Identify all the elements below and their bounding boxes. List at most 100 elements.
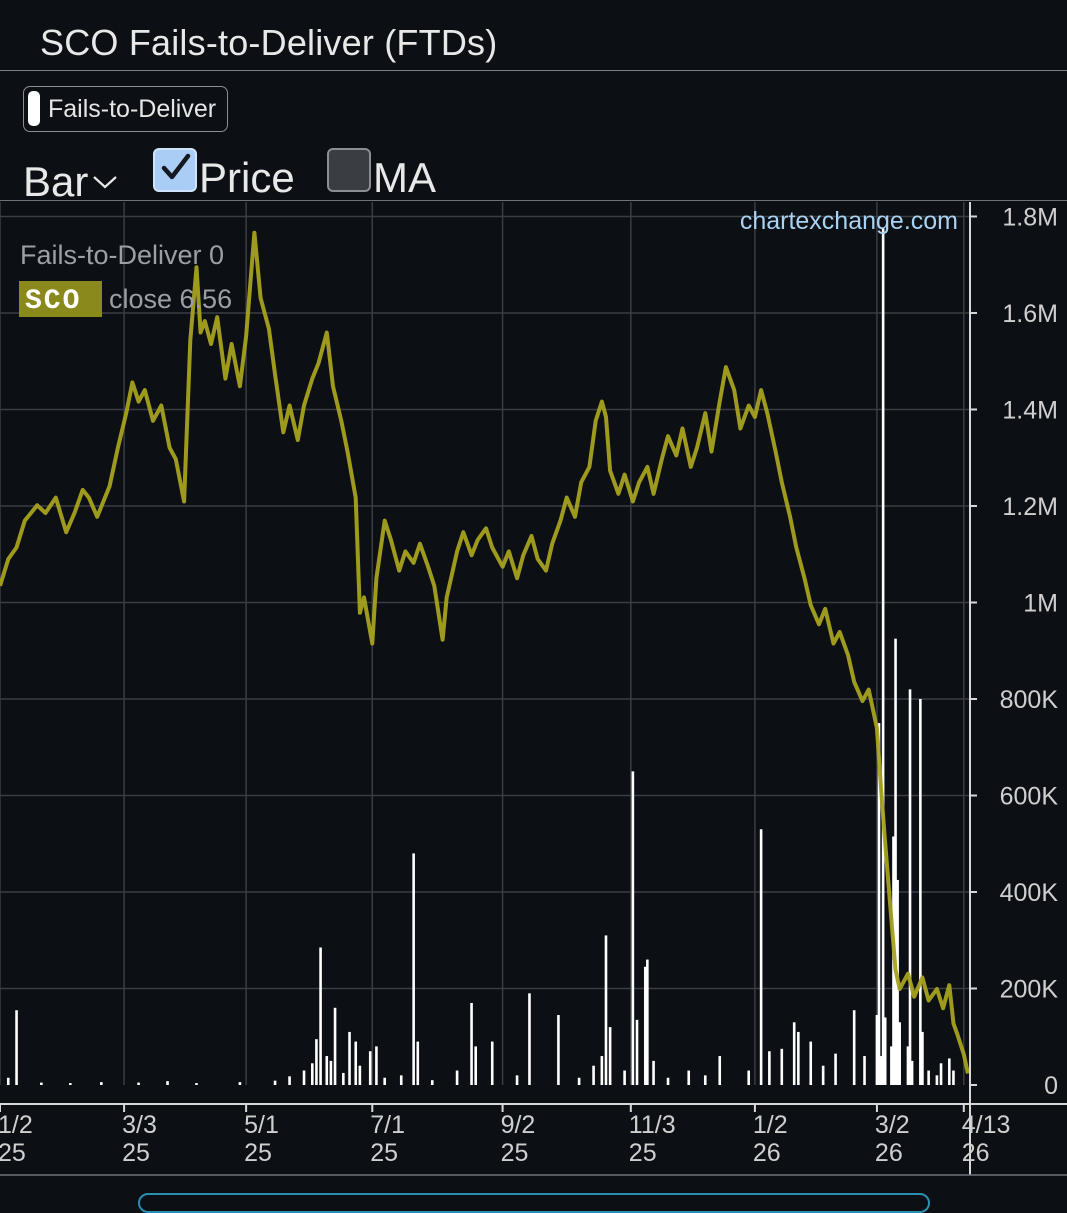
price-checkbox-label[interactable]: Price <box>199 154 295 201</box>
ftd-bars <box>6 228 955 1085</box>
bottom-scroll-indicator[interactable] <box>138 1193 930 1213</box>
ftd-bar <box>952 1070 955 1085</box>
y-tick-label: 1.6M <box>1002 300 1058 328</box>
ftd-bar <box>288 1076 291 1085</box>
ftd-bar <box>368 1051 372 1085</box>
ftd-bar <box>470 1002 473 1085</box>
ftd-bar <box>325 1056 329 1085</box>
ftd-bar <box>354 1041 358 1085</box>
ftd-bar <box>906 1046 910 1085</box>
price-checkbox[interactable] <box>153 148 197 192</box>
ftd-bar <box>890 1046 893 1085</box>
x-tick-label: 1/2 <box>753 1111 788 1139</box>
x-tick-label: 3/3 <box>122 1111 157 1139</box>
ftd-bar <box>238 1082 242 1085</box>
ftd-bar <box>15 1010 18 1085</box>
y-tick-label: 1.2M <box>1002 493 1058 521</box>
y-tick-label: 800K <box>1000 686 1059 714</box>
ftd-bar <box>863 1056 866 1085</box>
x-tick-label-year: 25 <box>370 1139 398 1167</box>
fails-to-deliver-series-toggle[interactable]: Fails-to-Deliver <box>23 86 228 132</box>
x-tick-label-year: 26 <box>753 1139 781 1167</box>
ftd-bar <box>195 1083 198 1085</box>
ma-checkbox-label[interactable]: MA <box>373 154 436 201</box>
ftd-bar <box>935 1075 939 1085</box>
ftd-bar <box>515 1075 519 1085</box>
ftd-bar <box>100 1082 103 1085</box>
x-tick-label-year: 25 <box>0 1139 26 1167</box>
ftd-bar <box>592 1065 595 1085</box>
legend-ftd-value: Fails-to-Deliver 0 <box>20 240 224 270</box>
ftd-bar <box>939 1063 943 1085</box>
ftd-bar <box>821 1065 825 1085</box>
ftd-bar <box>319 947 322 1085</box>
ftd-bar <box>780 1048 784 1085</box>
x-tick-label-year: 25 <box>244 1139 272 1167</box>
ftd-bar <box>358 1065 362 1085</box>
ftd-bar <box>490 1041 494 1085</box>
x-tick-label-year: 25 <box>629 1139 657 1167</box>
ftd-bar <box>703 1075 707 1085</box>
ftd-bar <box>759 829 763 1085</box>
ftd-bar <box>302 1070 306 1085</box>
ftd-bar <box>643 966 647 1085</box>
price-line-group <box>0 230 970 1074</box>
x-tick-label-year: 26 <box>875 1139 903 1167</box>
ftd-bar <box>908 689 912 1085</box>
ftd-bar <box>166 1081 169 1085</box>
chevron-down-icon <box>92 152 118 200</box>
x-tick-label: 7/1 <box>370 1111 405 1139</box>
ftd-bar <box>315 1039 318 1085</box>
ftd-bar <box>652 1060 655 1085</box>
y-tick-label: 400K <box>1000 879 1059 907</box>
y-tick-label: 600K <box>1000 782 1059 810</box>
ftd-bar <box>898 1022 901 1085</box>
page-title: SCO Fails-to-Deliver (FTDs) <box>40 22 498 63</box>
ftd-bar <box>600 1056 604 1085</box>
y-tick-label: 200K <box>1000 975 1059 1003</box>
chart-type-select[interactable]: Bar <box>23 152 118 206</box>
ftd-bar <box>311 1063 314 1085</box>
x-tick-label: 11/3 <box>629 1111 676 1139</box>
ftd-bar <box>792 1022 796 1085</box>
series-toggle-label: Fails-to-Deliver <box>48 95 217 123</box>
ftd-bar <box>881 228 885 1085</box>
y-tick-label: 1.4M <box>1002 396 1058 424</box>
ftd-bar <box>399 1075 403 1085</box>
ftd-bar <box>834 1053 837 1085</box>
ftd-bar <box>718 1056 722 1085</box>
ftd-bar <box>608 1027 612 1085</box>
ftd-bar <box>809 1041 813 1085</box>
ftd-bar <box>910 1060 914 1085</box>
chart-top-divider <box>0 200 1067 201</box>
ftd-bar <box>747 1070 750 1085</box>
legend-ticker: SCO <box>25 286 81 317</box>
legend-ticker-background <box>19 281 102 317</box>
ftd-bar <box>577 1077 581 1085</box>
ftd-bar <box>921 1031 924 1085</box>
watermark-link[interactable]: chartexchange.com <box>740 207 958 235</box>
ma-checkbox[interactable] <box>327 148 371 192</box>
ftd-bar <box>631 771 635 1085</box>
chart-controls: Bar Price MA <box>0 140 1067 205</box>
chart-type-label: Bar <box>23 158 89 205</box>
x-tick-label-year: 25 <box>122 1139 150 1167</box>
axis-labels: 0200K400K600K800K1M1.2M1.4M1.6M1.8M1/225… <box>0 203 1058 1167</box>
ftd-bar <box>137 1082 140 1085</box>
ftd-bar <box>69 1083 72 1085</box>
x-tick-label: 4/13 <box>962 1111 1011 1139</box>
ftd-bar <box>948 1058 951 1085</box>
ftd-bar <box>474 1046 477 1085</box>
chart-grid <box>0 202 970 1085</box>
ftd-bar <box>927 1070 930 1085</box>
title-divider <box>0 70 1067 71</box>
checkmark-icon <box>161 153 191 188</box>
ftd-bar <box>329 1060 333 1085</box>
ftd-bar <box>604 935 608 1085</box>
ftd-bar <box>687 1070 691 1085</box>
ftd-bar <box>348 1031 351 1085</box>
ftd-bar <box>666 1077 670 1085</box>
ftd-bar <box>623 1070 626 1085</box>
ftd-bar <box>877 723 881 1085</box>
